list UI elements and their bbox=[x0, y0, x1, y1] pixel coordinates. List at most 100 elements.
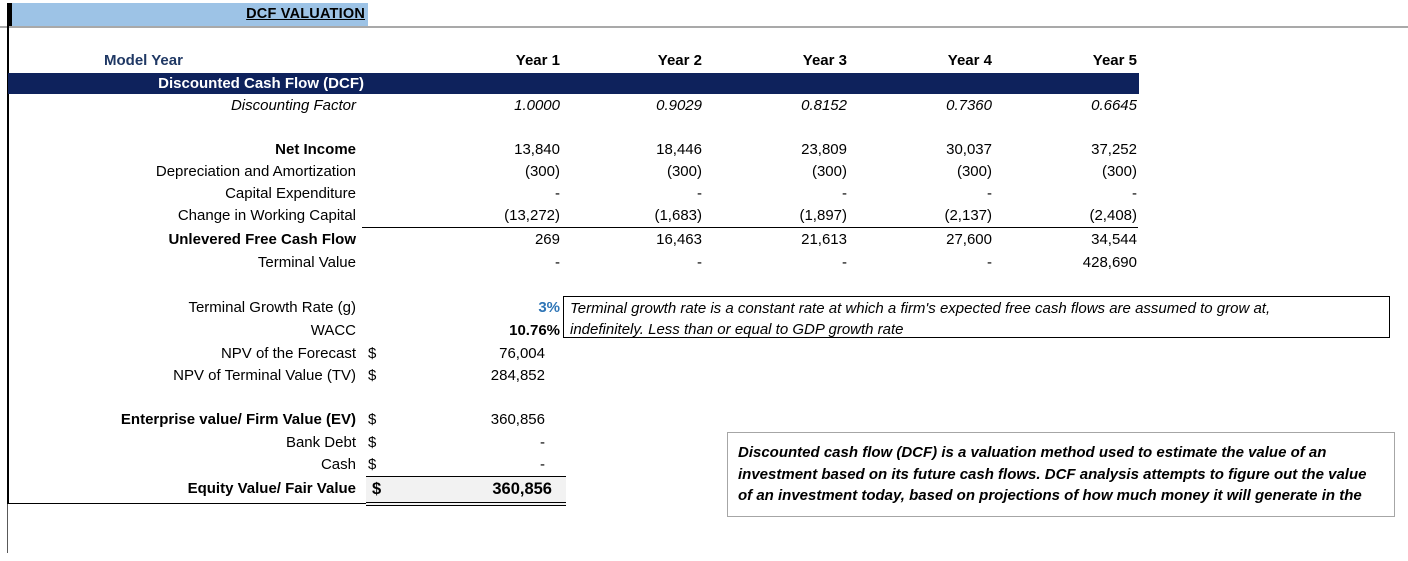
metric-row: NPV of the Forecast $ 76,004 bbox=[0, 343, 1160, 365]
cell[interactable]: 1.0000 bbox=[514, 97, 560, 114]
currency-symbol: $ bbox=[368, 411, 377, 428]
cell[interactable]: 0.8152 bbox=[801, 97, 847, 114]
cell[interactable]: 34,544 bbox=[1091, 231, 1137, 248]
cell[interactable]: - bbox=[987, 254, 992, 271]
currency-symbol: $ bbox=[368, 345, 377, 362]
sheet-title-bar[interactable]: DCF VALUATION bbox=[7, 3, 368, 26]
year5-header[interactable]: Year 5 bbox=[1092, 52, 1137, 69]
metric-row: Enterprise value/ Firm Value (EV) $ 360,… bbox=[0, 409, 1160, 431]
net-income-label[interactable]: Net Income bbox=[275, 141, 356, 158]
cell[interactable]: (300) bbox=[524, 163, 560, 180]
cell[interactable]: - bbox=[842, 185, 847, 202]
dcf-section-header[interactable]: Discounted Cash Flow (DCF) bbox=[8, 73, 1139, 94]
table-row: Terminal Value - - - - 428,690 bbox=[0, 252, 1160, 274]
terminal-growth-note-text: Terminal growth rate is a constant rate … bbox=[570, 300, 1271, 338]
terminal-growth-label[interactable]: Terminal Growth Rate (g) bbox=[188, 299, 356, 316]
subtotal-border bbox=[362, 227, 1138, 228]
metric-row: Equity Value/ Fair Value bbox=[0, 478, 1160, 500]
sheet-title: DCF VALUATION bbox=[246, 6, 365, 22]
wacc-label[interactable]: WACC bbox=[310, 322, 356, 339]
currency-symbol: $ bbox=[368, 367, 377, 384]
cell[interactable]: (1,897) bbox=[799, 207, 847, 224]
cell[interactable]: 269 bbox=[534, 231, 560, 248]
metric-row: Bank Debt $ - bbox=[0, 432, 1160, 454]
cell[interactable]: 27,600 bbox=[946, 231, 992, 248]
dcf-definition-note-box[interactable]: Discounted cash flow (DCF) is a valuatio… bbox=[727, 432, 1395, 517]
metric-row: NPV of Terminal Value (TV) $ 284,852 bbox=[0, 365, 1160, 387]
year3-header[interactable]: Year 3 bbox=[802, 52, 847, 69]
cell[interactable]: 0.9029 bbox=[656, 97, 702, 114]
bank-debt-value[interactable]: - bbox=[540, 434, 545, 451]
cash-value[interactable]: - bbox=[540, 456, 545, 473]
table-row: Capital Expenditure - - - - - bbox=[0, 183, 1160, 205]
cell[interactable]: - bbox=[555, 254, 560, 271]
table-row: Net Income 13,840 18,446 23,809 30,037 3… bbox=[0, 139, 1160, 161]
metric-row: WACC 10.76% bbox=[0, 320, 1160, 342]
cell[interactable]: - bbox=[555, 185, 560, 202]
table-row: Discounting Factor 1.0000 0.9029 0.8152 … bbox=[0, 95, 1160, 117]
cell[interactable]: (2,137) bbox=[944, 207, 992, 224]
cell[interactable]: 0.7360 bbox=[946, 97, 992, 114]
cell[interactable]: 30,037 bbox=[946, 141, 992, 158]
cash-label[interactable]: Cash bbox=[320, 456, 356, 473]
table-row: Unlevered Free Cash Flow 269 16,463 21,6… bbox=[0, 229, 1160, 251]
cell[interactable]: - bbox=[697, 185, 702, 202]
sheet-bottom-border bbox=[7, 503, 366, 504]
metric-row: Cash $ - bbox=[0, 454, 1160, 476]
cell[interactable]: (300) bbox=[666, 163, 702, 180]
npv-terminal-value[interactable]: 284,852 bbox=[490, 367, 545, 384]
equity-value-value: 360,856 bbox=[492, 480, 552, 498]
cell[interactable]: (2,408) bbox=[1089, 207, 1137, 224]
year4-header[interactable]: Year 4 bbox=[947, 52, 992, 69]
title-divider bbox=[0, 26, 1408, 28]
terminal-value-label[interactable]: Terminal Value bbox=[257, 254, 356, 271]
metric-row: Terminal Growth Rate (g) 3% bbox=[0, 297, 1160, 319]
sheet-left-border-lower bbox=[7, 503, 8, 553]
table-row: Depreciation and Amortization (300) (300… bbox=[0, 161, 1160, 183]
dcf-section-header-label: Discounted Cash Flow (DCF) bbox=[158, 75, 364, 92]
year2-header[interactable]: Year 2 bbox=[657, 52, 702, 69]
cell[interactable]: 37,252 bbox=[1091, 141, 1137, 158]
enterprise-value-label[interactable]: Enterprise value/ Firm Value (EV) bbox=[120, 411, 356, 428]
depreciation-label[interactable]: Depreciation and Amortization bbox=[155, 163, 356, 180]
sheet-left-border bbox=[7, 3, 9, 503]
dcf-definition-note-text: Discounted cash flow (DCF) is a valuatio… bbox=[738, 444, 1367, 504]
table-row: Change in Working Capital (13,272) (1,68… bbox=[0, 205, 1160, 227]
bank-debt-label[interactable]: Bank Debt bbox=[285, 434, 356, 451]
cell[interactable]: 13,840 bbox=[514, 141, 560, 158]
cell[interactable]: (1,683) bbox=[654, 207, 702, 224]
terminal-growth-value[interactable]: 3% bbox=[538, 299, 560, 316]
cell[interactable]: (300) bbox=[956, 163, 992, 180]
enterprise-value-value[interactable]: 360,856 bbox=[490, 411, 545, 428]
cell[interactable]: (13,272) bbox=[504, 207, 560, 224]
currency-symbol: $ bbox=[372, 480, 382, 498]
discounting-factor-label[interactable]: Discounting Factor bbox=[230, 97, 356, 114]
ufcf-label[interactable]: Unlevered Free Cash Flow bbox=[168, 231, 356, 248]
cell[interactable]: 21,613 bbox=[801, 231, 847, 248]
cell[interactable]: - bbox=[1132, 185, 1137, 202]
cell[interactable]: - bbox=[987, 185, 992, 202]
wacc-value[interactable]: 10.76% bbox=[509, 322, 560, 339]
equity-value-label[interactable]: Equity Value/ Fair Value bbox=[187, 480, 356, 497]
working-capital-label[interactable]: Change in Working Capital bbox=[177, 207, 356, 224]
cell[interactable]: 428,690 bbox=[1082, 254, 1137, 271]
currency-symbol: $ bbox=[368, 434, 377, 451]
cell[interactable]: 0.6645 bbox=[1091, 97, 1137, 114]
cell[interactable]: - bbox=[697, 254, 702, 271]
cell[interactable]: (300) bbox=[1101, 163, 1137, 180]
equity-value-total-cell[interactable]: $ 360,856 bbox=[366, 476, 566, 506]
cell[interactable]: 18,446 bbox=[656, 141, 702, 158]
cell[interactable]: 23,809 bbox=[801, 141, 847, 158]
cell[interactable]: 16,463 bbox=[656, 231, 702, 248]
npv-terminal-label[interactable]: NPV of Terminal Value (TV) bbox=[173, 367, 356, 384]
cell[interactable]: (300) bbox=[811, 163, 847, 180]
terminal-growth-note-box[interactable]: Terminal growth rate is a constant rate … bbox=[563, 296, 1390, 338]
currency-symbol: $ bbox=[368, 456, 377, 473]
npv-forecast-label[interactable]: NPV of the Forecast bbox=[220, 345, 356, 362]
npv-forecast-value[interactable]: 76,004 bbox=[499, 345, 545, 362]
cell[interactable]: - bbox=[842, 254, 847, 271]
year1-header[interactable]: Year 1 bbox=[515, 52, 560, 69]
capex-label[interactable]: Capital Expenditure bbox=[225, 185, 356, 202]
model-year-header[interactable]: Model Year bbox=[104, 52, 183, 69]
